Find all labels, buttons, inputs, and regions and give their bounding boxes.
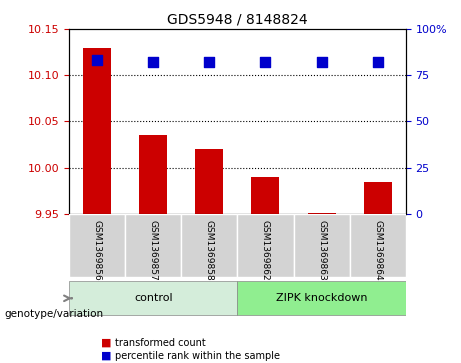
Text: percentile rank within the sample: percentile rank within the sample	[115, 351, 280, 361]
FancyBboxPatch shape	[237, 281, 406, 315]
FancyBboxPatch shape	[181, 214, 237, 277]
Bar	[307, 213, 336, 214]
Bar	[364, 182, 392, 214]
Point	[262, 60, 269, 65]
Bar	[83, 48, 111, 214]
Text: ZIPK knockdown: ZIPK knockdown	[276, 293, 367, 303]
FancyBboxPatch shape	[349, 214, 406, 277]
Bar	[139, 135, 167, 214]
Text: GSM1369862: GSM1369862	[261, 220, 270, 281]
Title: GDS5948 / 8148824: GDS5948 / 8148824	[167, 12, 308, 26]
FancyBboxPatch shape	[294, 214, 349, 277]
Bar	[195, 149, 224, 214]
Bar	[251, 177, 279, 214]
Text: GSM1369863: GSM1369863	[317, 220, 326, 281]
Text: GSM1369858: GSM1369858	[205, 220, 214, 281]
FancyBboxPatch shape	[237, 214, 294, 277]
Text: GSM1369856: GSM1369856	[93, 220, 102, 281]
Text: genotype/variation: genotype/variation	[5, 309, 104, 319]
Point	[206, 60, 213, 65]
FancyBboxPatch shape	[69, 281, 237, 315]
FancyBboxPatch shape	[125, 214, 181, 277]
Point	[94, 58, 101, 64]
Point	[318, 60, 325, 65]
FancyBboxPatch shape	[69, 214, 125, 277]
Text: ■: ■	[101, 351, 112, 361]
Text: GSM1369857: GSM1369857	[149, 220, 158, 281]
Text: control: control	[134, 293, 172, 303]
Text: transformed count: transformed count	[115, 338, 206, 348]
Text: GSM1369864: GSM1369864	[373, 220, 382, 281]
Point	[374, 60, 381, 65]
Text: ■: ■	[101, 338, 112, 348]
Point	[149, 60, 157, 65]
